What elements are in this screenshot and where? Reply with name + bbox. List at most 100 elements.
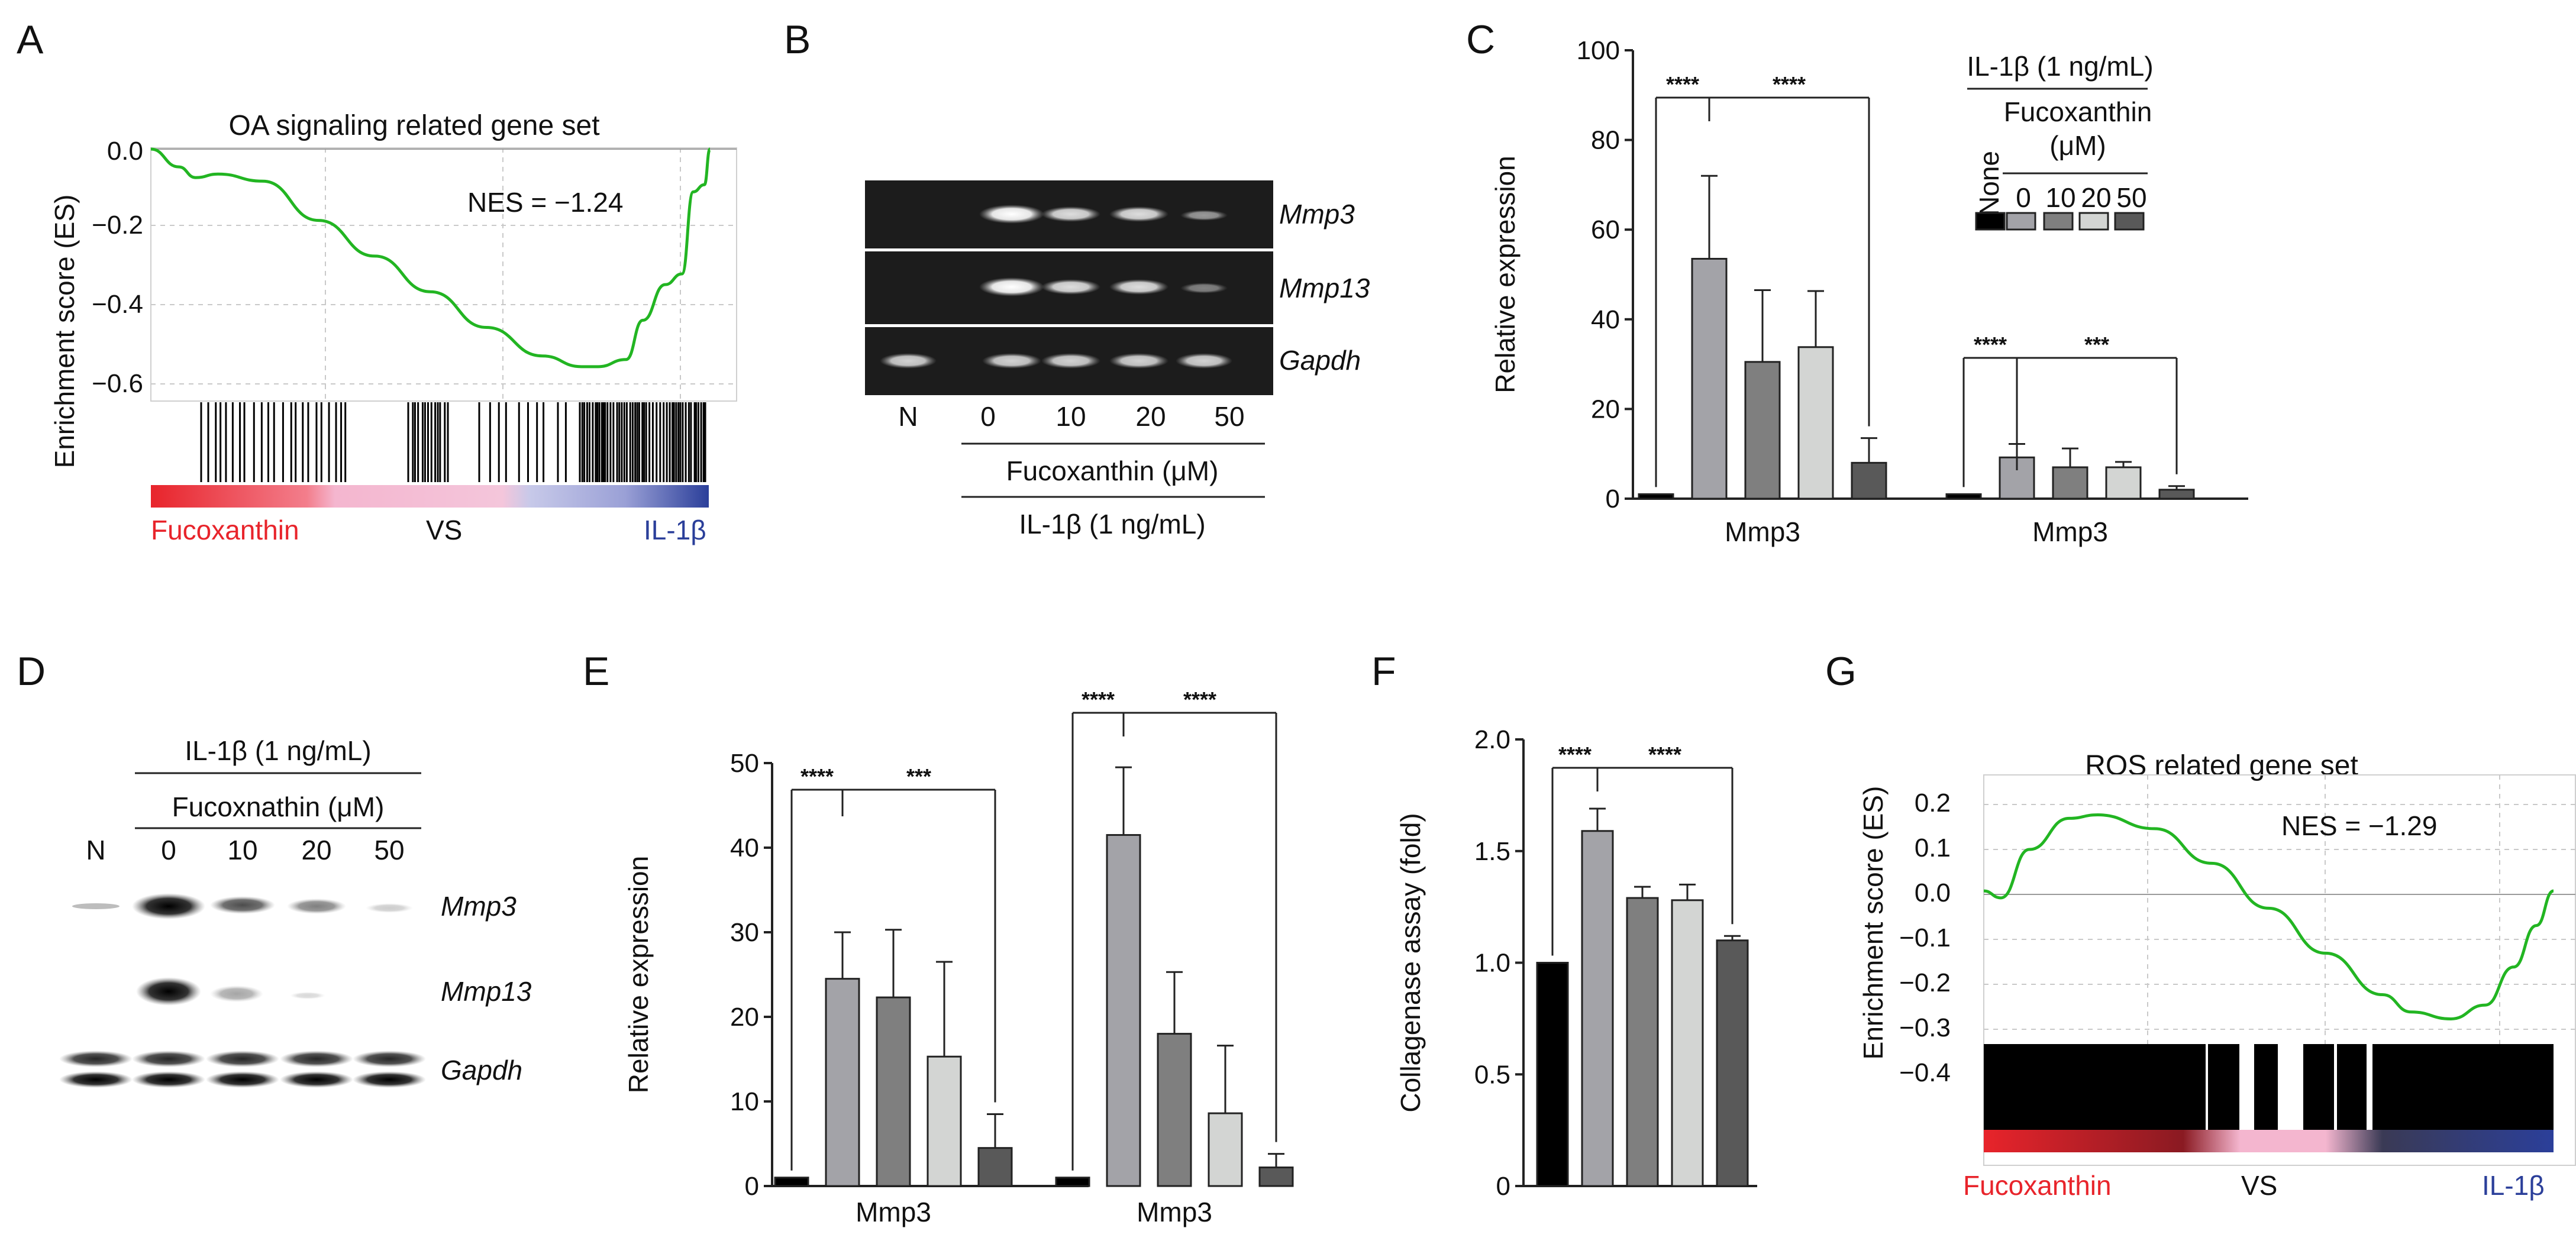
bar [2052, 466, 2088, 500]
panel-letter-a: A [17, 17, 44, 62]
group-label: Mmp3 [1137, 1197, 1212, 1227]
gsea-a-ylabel: Enrichment score (ES) [49, 195, 80, 468]
blot-band [206, 1051, 279, 1067]
y-axis-label: Collagenase assay (fold) [1395, 813, 1426, 1112]
y-tick-label: 10 [730, 1087, 759, 1116]
blot-band [280, 1071, 353, 1088]
bar [1716, 939, 1749, 1187]
panel-letter-c: C [1466, 17, 1495, 62]
y-tick-label: 60 [1591, 215, 1620, 244]
bar [1744, 361, 1781, 500]
y-tick-label: 30 [730, 918, 759, 947]
panel-g: G ROS related gene set Enrichment score … [1825, 649, 2576, 1201]
legend-c-swatches [1975, 212, 2145, 231]
blot-lane-label: 50 [374, 835, 404, 865]
sig-stars: **** [1183, 687, 1216, 712]
legend-c-dose: 0 [2016, 182, 2031, 213]
gsea-g-nes: NES = −1.29 [2281, 810, 2437, 841]
blot-lane-label: 20 [301, 835, 331, 865]
gsea-g-ytick: −0.2 [1899, 968, 1951, 997]
blot-label-mmp3: Mmp3 [441, 891, 517, 922]
blot-band [59, 1051, 133, 1067]
gsea-a-mid-label: VS [426, 515, 462, 545]
y-axis-label: Relative expression [623, 856, 654, 1093]
gsea-a-nes: NES = −1.24 [467, 187, 623, 218]
y-tick-label: 2.0 [1474, 725, 1510, 754]
gel-label-gapdh: Gapdh [1279, 345, 1361, 376]
bar [1945, 493, 1982, 500]
legend-c-unit: (μM) [2049, 130, 2106, 161]
legend-swatch [2043, 212, 2074, 231]
bar [977, 1147, 1013, 1187]
gel-band [1176, 353, 1232, 369]
gsea-g-hit-gap [2334, 1044, 2337, 1130]
gel-band [1180, 210, 1228, 221]
gel-lane-label: N [898, 401, 918, 432]
blot-band [132, 1071, 205, 1088]
sig-stars: **** [1974, 332, 2007, 357]
bar [774, 1177, 809, 1187]
legend-c-dose: 50 [2116, 182, 2146, 213]
blot-band [353, 1071, 426, 1088]
group-label: Mmp3 [2032, 516, 2108, 547]
blot-label-gapdh: Gapdh [441, 1055, 522, 1085]
sig-stars: **** [800, 764, 834, 789]
legend-c-dose: 20 [2081, 182, 2111, 213]
gsea-g-hit-block [1984, 1044, 2389, 1130]
gsea-g-frame [1983, 774, 2576, 1166]
panel-letter-b: B [784, 17, 811, 62]
blot-band [210, 985, 263, 1002]
blot-treatment-fucoxanthin: Fucoxnathin (μM) [172, 791, 385, 822]
gsea-a-title: OA signaling related gene set [228, 110, 599, 141]
legend-swatch [2114, 212, 2145, 231]
sig-stars: **** [1558, 742, 1592, 767]
gel-band [979, 277, 1044, 296]
gsea-g-ytick: 0.1 [1915, 833, 1951, 862]
gel-label-mmp13: Mmp13 [1279, 273, 1370, 303]
bar [1638, 493, 1674, 500]
gsea-g-hit-block [2389, 1044, 2554, 1130]
gel-band [982, 353, 1041, 369]
gsea-a-ytick: −0.6 [92, 369, 143, 398]
gsea-g-ytick: −0.1 [1899, 923, 1951, 952]
y-tick-label: 0 [1606, 484, 1620, 513]
sig-stars: *** [906, 764, 931, 789]
gel-band [1041, 279, 1100, 295]
gsea-g-mid-label: VS [2241, 1170, 2277, 1201]
y-tick-label: 50 [730, 749, 759, 778]
gsea-g-ylabel: Enrichment score (ES) [1858, 786, 1889, 1060]
gel-band [1109, 279, 1168, 295]
blot-band [132, 1051, 205, 1067]
gel-lane-label: 10 [1055, 401, 1086, 432]
bar-chart-f: 0 0.5 1.0 1.5 2.0 Collagenase assay (fold) ***… [1395, 725, 1757, 1201]
gsea-a-ytick: −0.4 [92, 290, 143, 319]
group-label: Mmp3 [1725, 516, 1800, 547]
gsea-g-right-label: IL-1β [2482, 1170, 2545, 1201]
gel-band [1041, 206, 1100, 222]
y-tick-label: 100 [1577, 36, 1620, 65]
bar [1671, 899, 1704, 1187]
blot-band [72, 903, 120, 909]
gsea-g-hit-gap [2206, 1044, 2208, 1130]
gsea-g-hit-gap [2367, 1044, 2372, 1130]
gsea-g-rank-bar [1984, 1130, 2554, 1152]
gel-band [1109, 206, 1168, 222]
gsea-a-frame [150, 147, 737, 402]
bar [1106, 834, 1141, 1187]
panel-letter-f: F [1371, 649, 1396, 694]
gsea-g-hit-gap [2239, 1044, 2254, 1130]
gel-treatment-fucoxanthin: Fucoxanthin (μM) [1006, 455, 1219, 486]
y-tick-label: 40 [1591, 305, 1620, 334]
y-tick-label: 1.0 [1474, 949, 1510, 978]
gsea-a-right-label: IL-1β [644, 515, 706, 545]
gsea-a-curve [150, 147, 712, 369]
blot-band [132, 893, 205, 919]
gel-band [1109, 353, 1168, 369]
y-tick-label: 0.5 [1474, 1060, 1510, 1089]
bar [2105, 466, 2142, 500]
blot-band [290, 992, 325, 999]
blot-band [287, 899, 346, 914]
blot-band [136, 977, 201, 1006]
blot-band [280, 1051, 353, 1067]
y-tick-label: 40 [730, 833, 759, 862]
